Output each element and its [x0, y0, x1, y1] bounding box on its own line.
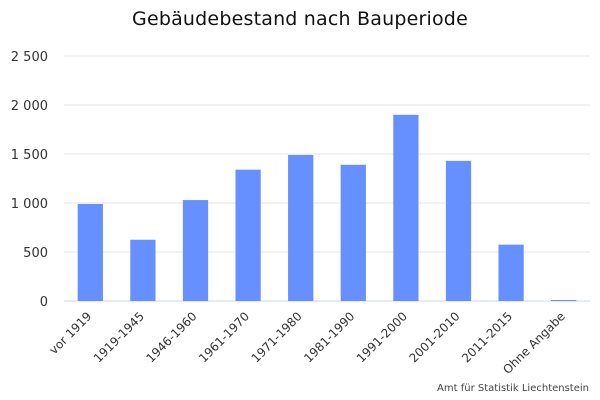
bar[interactable]	[288, 154, 314, 301]
y-tick-label: 2 500	[11, 50, 48, 65]
y-tick-label: 2 000	[11, 99, 48, 114]
x-tick-label: 1919-1945	[91, 309, 147, 365]
bar[interactable]	[235, 169, 261, 301]
bar[interactable]	[130, 239, 156, 301]
bar[interactable]	[445, 160, 472, 301]
chart-title: Gebäudebestand nach Bauperiode	[132, 8, 468, 30]
y-tick-label: 0	[40, 295, 48, 310]
x-tick-label: 1946-1960	[143, 309, 199, 365]
bar[interactable]	[498, 244, 524, 301]
x-tick-label: 1991-2000	[354, 309, 410, 365]
x-tick-label: 2011-2015	[459, 309, 515, 365]
x-tick-label: 1961-1970	[196, 309, 252, 365]
y-tick-label: 500	[23, 246, 48, 261]
bar[interactable]	[551, 300, 577, 302]
x-tick-label: 1971-1980	[249, 309, 305, 365]
bar[interactable]	[340, 164, 366, 301]
x-axis-ticks: vor 19191919-19451946-19601961-19701971-…	[47, 309, 568, 377]
x-tick-label: vor 1919	[47, 309, 95, 357]
bar[interactable]	[182, 200, 209, 301]
bar[interactable]	[77, 203, 103, 301]
bars	[77, 114, 577, 302]
x-tick-label: 1981-1990	[301, 309, 357, 365]
bar[interactable]	[393, 114, 419, 301]
y-tick-label: 1 500	[11, 148, 48, 163]
y-tick-label: 1 000	[11, 197, 48, 212]
x-tick-label: 2001-2010	[406, 309, 462, 365]
credits-text: Amt für Statistik Liechtenstein	[437, 383, 589, 394]
y-axis-ticks: 0 500 1 000 1 500 2 000 2 500	[11, 50, 48, 310]
